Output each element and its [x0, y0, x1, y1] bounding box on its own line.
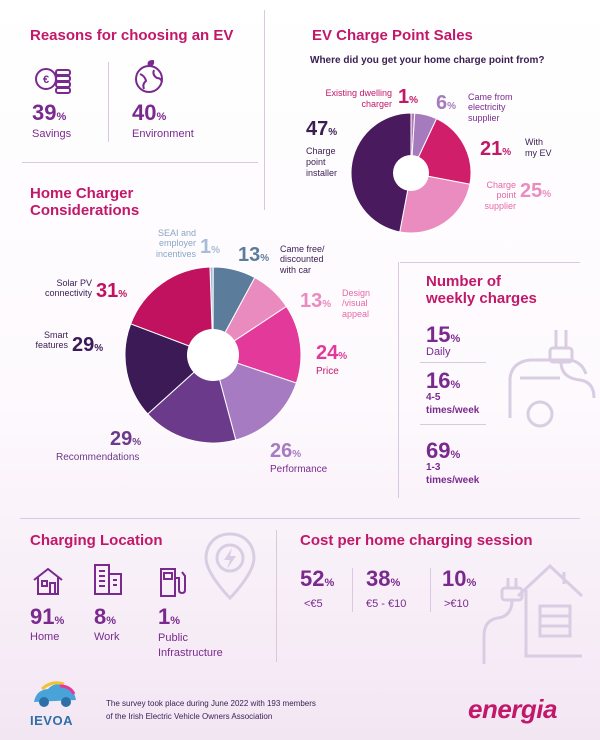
- weekly-daily-label: Daily: [426, 346, 451, 358]
- sales-donut-chart: [350, 112, 472, 234]
- divider: [398, 262, 399, 498]
- cost-3-label: >€10: [444, 598, 469, 610]
- cost-title: Cost per home charging session: [300, 532, 533, 549]
- divider: [276, 530, 277, 662]
- sales-installer-pct: 47%: [306, 118, 338, 140]
- environment-label: Environment: [132, 128, 194, 140]
- weekly-13-label: 1-3 times/week: [426, 462, 480, 486]
- cons-smart-pct: 29%: [72, 334, 104, 356]
- considerations-slice-6: [124, 323, 214, 415]
- coins-icon: €: [34, 62, 74, 96]
- cons-free-pct: 13%: [238, 244, 270, 266]
- savings-pct: 39%: [32, 100, 67, 125]
- globe-leaf-icon: [132, 60, 166, 96]
- sales-withev-pct: 21%: [480, 138, 512, 160]
- house-icon: [32, 566, 64, 596]
- cons-rec-label: Recommendations: [56, 452, 140, 463]
- location-public-pct: 1%: [158, 604, 181, 629]
- cons-free-label: Came free/ discounted with car: [280, 244, 325, 275]
- svg-text:€: €: [43, 74, 49, 86]
- weekly-title: Number of weekly charges: [426, 273, 537, 307]
- sales-cps-pct: 25%: [520, 180, 552, 202]
- cost-3-pct: 10%: [442, 566, 477, 591]
- divider: [430, 568, 431, 612]
- considerations-donut-chart: [124, 266, 302, 444]
- considerations-slice-3: [211, 305, 302, 384]
- divider: [22, 162, 258, 163]
- savings-label: Savings: [32, 128, 72, 140]
- ievoa-logo-text: IEVOA: [30, 713, 73, 728]
- divider: [264, 10, 265, 210]
- sales-existing-label: Existing dwelling charger: [325, 88, 392, 109]
- location-work-pct: 8%: [94, 604, 117, 629]
- cons-seai-label: SEAI and employer incentives: [155, 228, 196, 259]
- divider: [400, 262, 580, 263]
- location-work-label: Work: [94, 631, 120, 643]
- sales-withev-label: With my EV: [525, 137, 552, 158]
- cost-1-label: <€5: [304, 598, 323, 610]
- cons-solar-label: Solar PV connectivity: [44, 278, 92, 299]
- divider: [108, 62, 109, 142]
- cons-solar-pct: 31%: [96, 280, 128, 302]
- cons-design-pct: 13%: [300, 290, 332, 312]
- location-home-pct: 91%: [30, 604, 65, 629]
- cons-perf-label: Performance: [270, 464, 328, 475]
- cons-design-label: Design /visual appeal: [342, 288, 371, 319]
- donut-hole: [187, 329, 239, 381]
- cons-perf-pct: 26%: [270, 440, 302, 462]
- car-charging-icon: [500, 318, 596, 438]
- environment-pct: 40%: [132, 100, 167, 125]
- weekly-13-pct: 69%: [426, 438, 461, 463]
- sales-existing-pct: 1%: [398, 86, 419, 108]
- divider: [352, 568, 353, 612]
- office-building-icon: [92, 562, 124, 596]
- sales-title: EV Charge Point Sales: [312, 27, 473, 44]
- survey-note: The survey took place during June 2022 w…: [106, 699, 316, 721]
- considerations-title: Home Charger Considerations: [30, 185, 140, 219]
- divider: [420, 424, 486, 425]
- sales-supplier-pct: 6%: [436, 92, 457, 114]
- map-pin-bolt-icon: [202, 532, 258, 602]
- house-plug-icon: [478, 556, 584, 666]
- cons-seai-pct: 1%: [200, 236, 221, 258]
- cost-1-pct: 52%: [300, 566, 335, 591]
- cost-2-pct: 38%: [366, 566, 401, 591]
- sales-supplier-label: Came from electricity supplier: [468, 92, 513, 123]
- cons-smart-label: Smart features: [35, 330, 68, 351]
- location-title: Charging Location: [30, 532, 163, 549]
- considerations-slice-4: [212, 354, 298, 441]
- energia-logo: energia: [468, 694, 558, 724]
- sales-question: Where did you get your home charge point…: [310, 55, 545, 66]
- ievoa-logo: IEVOA: [30, 680, 80, 728]
- ievoa-car-icon: [34, 681, 76, 707]
- divider: [20, 518, 580, 519]
- charging-station-icon: [158, 566, 188, 598]
- cons-price-label: Price: [316, 366, 339, 377]
- sales-cps-label: Charge point supplier: [484, 180, 516, 211]
- location-home-label: Home: [30, 631, 60, 643]
- cons-rec-pct: 29%: [110, 428, 142, 450]
- sales-slice-4: [350, 112, 412, 233]
- divider: [420, 362, 486, 363]
- donut-hole: [393, 155, 429, 191]
- considerations-slice-7: [130, 266, 214, 356]
- reasons-title: Reasons for choosing an EV: [30, 27, 234, 44]
- cost-2-label: €5 - €10: [366, 598, 407, 610]
- weekly-45-label: 4-5 times/week: [426, 392, 480, 416]
- sales-installer-label: Charge point installer: [306, 146, 338, 178]
- weekly-daily-pct: 15%: [426, 322, 461, 347]
- cons-price-pct: 24%: [316, 342, 348, 364]
- location-public-label: Public Infrastructure: [158, 632, 223, 659]
- weekly-45-pct: 16%: [426, 368, 461, 393]
